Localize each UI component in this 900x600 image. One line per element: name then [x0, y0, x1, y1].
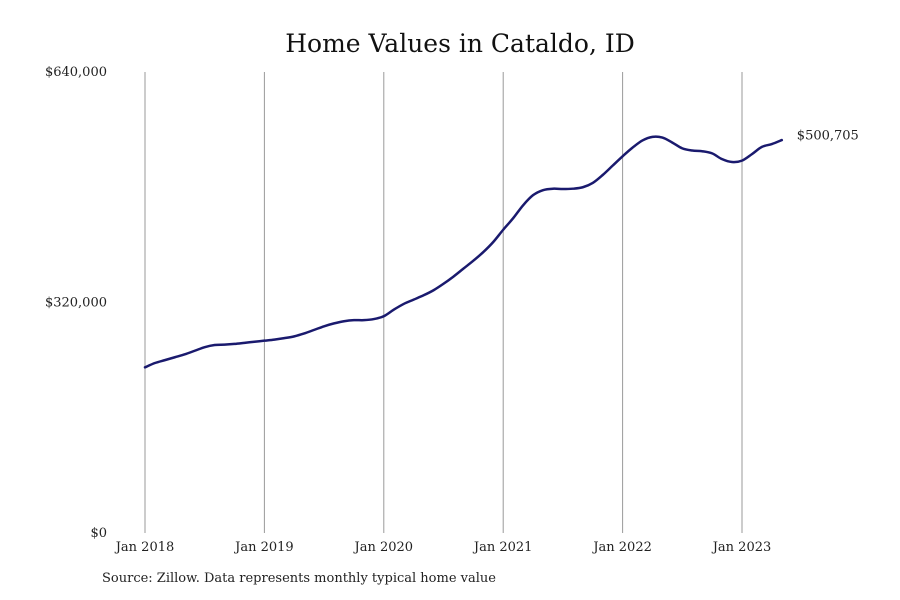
- chart-title: Home Values in Cataldo, ID: [285, 29, 635, 58]
- y-tick-label: $320,000: [45, 296, 107, 311]
- x-tick-label: Jan 2019: [233, 540, 294, 555]
- y-tick-label: $640,000: [45, 65, 107, 80]
- x-tick-label: Jan 2018: [114, 540, 175, 555]
- x-tick-label: Jan 2023: [711, 540, 772, 555]
- end-value-label-group: $500,705: [797, 129, 859, 144]
- x-tick-label: Jan 2022: [591, 540, 652, 555]
- source-note: Source: Zillow. Data represents monthly …: [102, 571, 496, 586]
- x-tick-label: Jan 2020: [353, 540, 414, 555]
- x-tick-label: Jan 2021: [472, 540, 533, 555]
- home-value-line: [143, 135, 784, 369]
- y-axis-ticks: $0 $320,000 $640,000: [45, 65, 107, 541]
- gridlines: [144, 72, 743, 533]
- end-value-label: $500,705: [797, 129, 859, 144]
- x-axis-ticks: Jan 2018 Jan 2019 Jan 2020 Jan 2021 Jan 2022…: [114, 540, 772, 555]
- y-tick-label: $0: [90, 526, 107, 541]
